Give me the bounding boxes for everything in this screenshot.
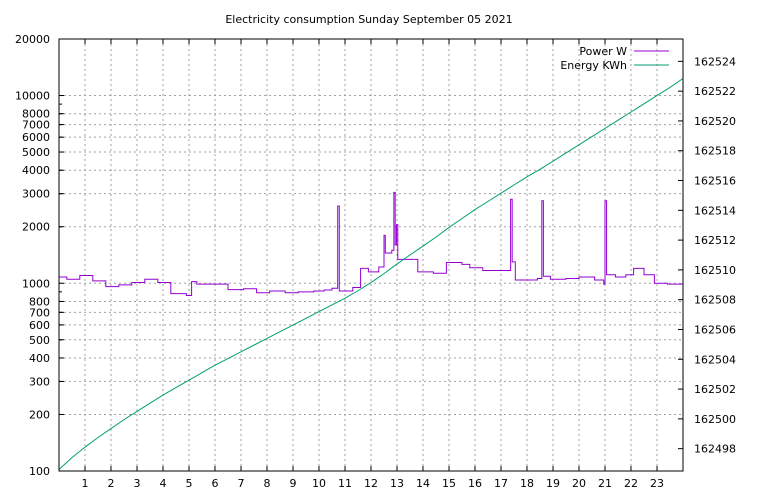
x-tick-label: 5 — [186, 477, 193, 490]
x-tick-label: 8 — [264, 477, 271, 490]
x-tick-label: 12 — [364, 477, 378, 490]
x-tick-label: 14 — [416, 477, 430, 490]
y-tick-label: 1000 — [22, 277, 50, 290]
x-tick-label: 15 — [442, 477, 456, 490]
y2-tick-label: 162506 — [694, 323, 736, 336]
x-tick-label: 11 — [338, 477, 352, 490]
x-tick-label: 10 — [312, 477, 326, 490]
y-tick-label: 6000 — [22, 131, 50, 144]
y-tick-label: 4000 — [22, 164, 50, 177]
y-tick-label: 300 — [29, 375, 50, 388]
series-power-line — [59, 191, 683, 297]
x-tick-label: 18 — [520, 477, 534, 490]
x-tick-label: 13 — [390, 477, 404, 490]
plot-area — [58, 78, 684, 470]
chart-title: Electricity consumption Sunday September… — [225, 13, 512, 26]
x-tick-label: 19 — [546, 477, 560, 490]
x-tick-label: 7 — [238, 477, 245, 490]
x-tick-label: 9 — [290, 477, 297, 490]
y-tick-label: 500 — [29, 334, 50, 347]
legend: Power W Energy KWh — [560, 45, 669, 72]
y-tick-label: 8000 — [22, 108, 50, 121]
y-tick-label: 700 — [29, 306, 50, 319]
y-tick-label: 800 — [29, 295, 50, 308]
y-tick-label: 2000 — [22, 221, 50, 234]
series-energy-line — [58, 78, 684, 470]
x-tick-label: 23 — [650, 477, 664, 490]
x-tick-label: 16 — [468, 477, 482, 490]
y2-tick-label: 162520 — [694, 115, 736, 128]
y2-tick-label: 162510 — [694, 264, 736, 277]
x-tick-label: 4 — [160, 477, 167, 490]
x-tick-label: 20 — [572, 477, 586, 490]
y2-tick-label: 162502 — [694, 383, 736, 396]
x-tick-label: 2 — [108, 477, 115, 490]
y-tick-label: 600 — [29, 319, 50, 332]
y2-tick-label: 162514 — [694, 204, 736, 217]
legend-label-power: Power W — [579, 45, 627, 58]
y2-tick-label: 162498 — [694, 443, 736, 456]
y-tick-label: 7000 — [22, 119, 50, 132]
y2-tick-label: 162508 — [694, 294, 736, 307]
y2-tick-label: 162504 — [694, 353, 736, 366]
y2-tick-label: 162518 — [694, 145, 736, 158]
y-tick-label: 200 — [29, 408, 50, 421]
axes: 1 2 3 4 5 6 7 8 9 10 11 12 13 14 15 16 17 18 19 20 21 22 23100… — [15, 33, 736, 490]
y-tick-label: 400 — [29, 352, 50, 365]
x-tick-label: 6 — [212, 477, 219, 490]
y-tick-label: 100 — [29, 465, 50, 478]
x-tick-label: 3 — [134, 477, 141, 490]
grid — [59, 38, 683, 472]
y-tick-label: 20000 — [15, 33, 50, 46]
x-tick-label: 22 — [624, 477, 638, 490]
y2-tick-label: 162516 — [694, 175, 736, 188]
x-tick-label: 21 — [598, 477, 612, 490]
y2-tick-label: 162500 — [694, 413, 736, 426]
y2-tick-label: 162522 — [694, 85, 736, 98]
y-tick-label: 10000 — [15, 90, 50, 103]
legend-label-energy: Energy KWh — [560, 59, 627, 72]
x-tick-label: 1 — [82, 477, 89, 490]
x-tick-label: 17 — [494, 477, 508, 490]
y2-tick-label: 162512 — [694, 234, 736, 247]
y-tick-label: 5000 — [22, 146, 50, 159]
y-tick-label: 3000 — [22, 188, 50, 201]
y2-tick-label: 162524 — [694, 55, 736, 68]
